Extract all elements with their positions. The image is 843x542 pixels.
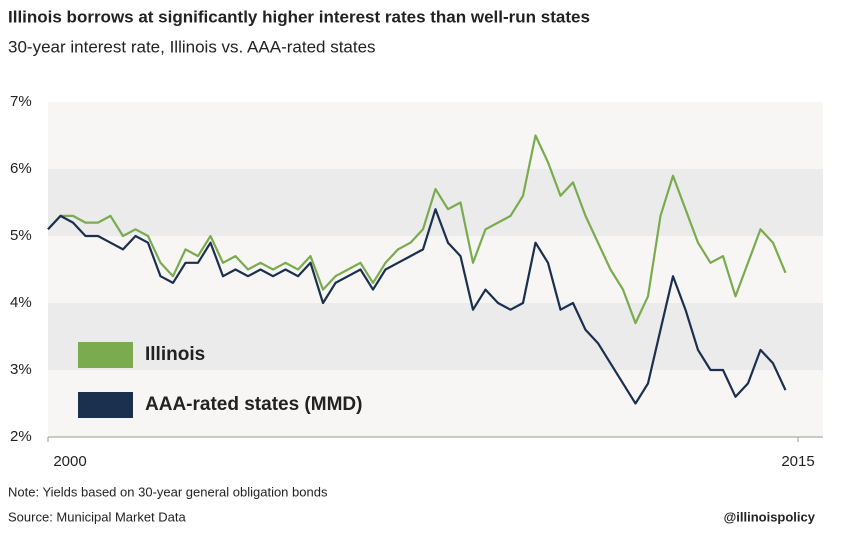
- source: Source: Municipal Market Data: [8, 509, 187, 524]
- legend-swatch: [78, 342, 133, 368]
- legend-label: AAA-rated states (MMD): [145, 394, 362, 415]
- band: [48, 102, 823, 169]
- series-line: [47, 134, 787, 325]
- y-tick-label: 7%: [10, 93, 32, 110]
- chart-title: Illinois borrows at significantly higher…: [8, 7, 590, 26]
- y-tick-label: 6%: [10, 160, 32, 177]
- band: [48, 370, 823, 437]
- band: [48, 169, 823, 236]
- y-tick-label: 5%: [10, 227, 32, 244]
- x-tick-label: 2015: [781, 453, 814, 470]
- y-tick-label: 2%: [10, 428, 32, 445]
- credit: @illinoispolicy: [724, 509, 816, 524]
- y-tick-label: 3%: [10, 361, 32, 378]
- note: Note: Yields based on 30-year general ob…: [8, 484, 328, 499]
- legend-swatch: [78, 392, 133, 418]
- legend-label: Illinois: [145, 344, 205, 365]
- x-tick-label: 2000: [53, 453, 86, 470]
- band: [48, 236, 823, 303]
- chart-subtitle: 30-year interest rate, Illinois vs. AAA-…: [8, 37, 376, 56]
- y-tick-label: 4%: [10, 294, 32, 311]
- series-line: [47, 208, 787, 405]
